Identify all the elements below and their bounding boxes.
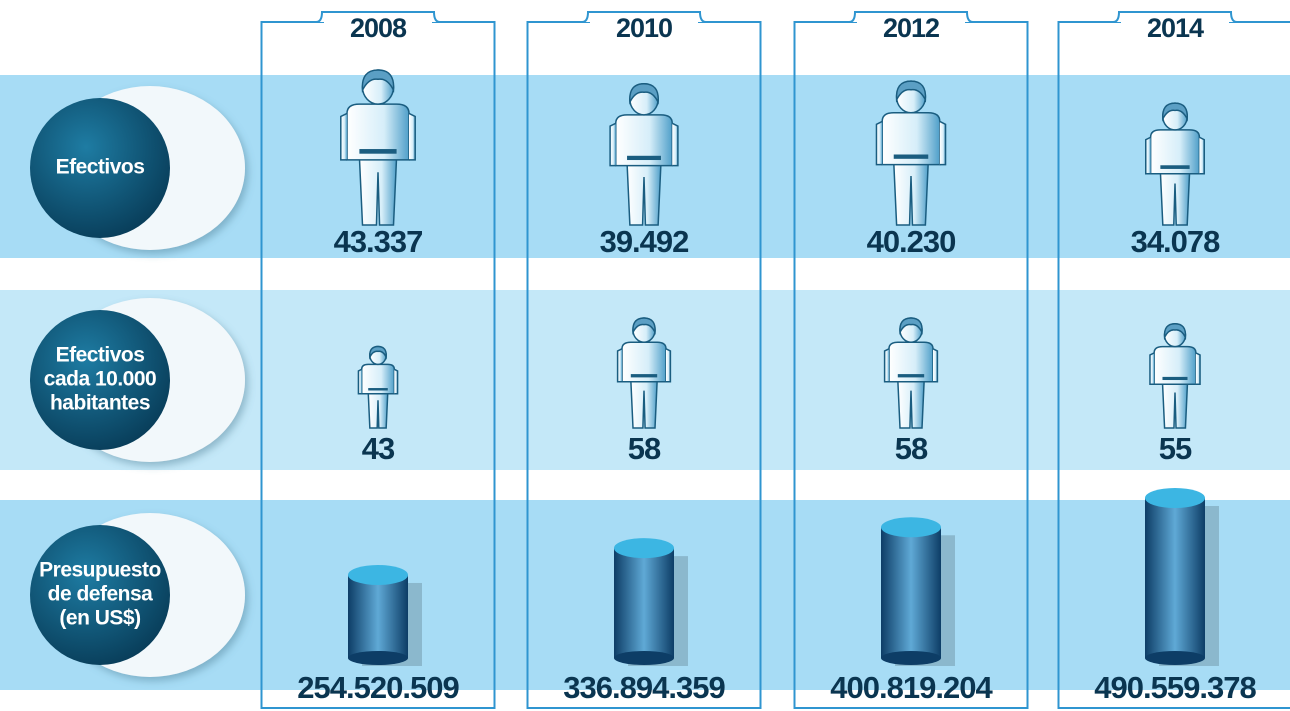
person-arm [341,113,347,159]
money-cylinder [614,538,688,666]
person-arm [394,369,397,393]
row-label: Presupuesto [39,559,161,582]
person-arm [1146,137,1151,174]
row-label: Efectivos [56,344,145,367]
row-label: (en US$) [59,607,140,630]
value-label: 43.337 [334,224,423,259]
person-leg [368,392,388,428]
person-arm [409,113,415,159]
person-belt [368,388,388,390]
person-arm [885,349,889,382]
cylinder-top [614,538,674,558]
value-label: 34.078 [1131,224,1221,259]
person-arm [1196,353,1200,384]
cylinder-body [614,548,674,658]
person-arm [666,349,670,382]
cylinder-bottom [614,651,674,665]
cylinder-top [348,565,408,585]
year-label: 2010 [616,13,672,43]
person-arm [358,369,361,393]
value-label: 58 [895,431,928,466]
row-label: de defensa [48,583,154,606]
value-label: 39.492 [600,224,689,259]
row-label: Efectivos [56,156,145,179]
infographic: 2008 2010 2012 2014 Efectivos 43.337 39.492 40.… [0,0,1290,711]
person-belt [627,156,661,160]
person-arm [618,349,622,382]
person-arm [933,349,937,382]
person-arm [1199,137,1204,174]
value-label: 55 [1159,431,1192,466]
person-belt [631,374,657,377]
cylinder-top [881,517,941,537]
value-label: 254.520.509 [297,670,459,705]
value-label: 336.894.359 [563,670,725,705]
year-label: 2014 [1147,13,1204,43]
money-cylinder [1145,488,1219,666]
cylinder-top [1145,488,1205,508]
cylinder-bottom [881,651,941,665]
cylinder-body [1145,498,1205,658]
person-belt [898,374,924,377]
cylinder-body [881,527,941,658]
person-belt [359,149,396,154]
person-arm [876,121,882,164]
person-arm [940,121,946,164]
cylinder-bottom [1145,651,1205,665]
value-label: 58 [628,431,661,466]
value-label: 43 [362,431,395,466]
cylinder-bottom [348,651,408,665]
year-label: 2008 [350,13,407,43]
money-cylinder [881,517,955,666]
cylinder-body [348,575,408,658]
year-label: 2012 [883,13,939,43]
person-belt [894,154,929,158]
value-label: 490.559.378 [1094,670,1256,705]
value-label: 40.230 [867,224,956,259]
person-belt [1162,377,1187,380]
row-label: cada 10.000 [44,368,156,391]
person-arm [1150,353,1154,384]
value-label: 400.819.204 [830,670,993,705]
person-belt [1160,165,1189,169]
person-arm [610,123,616,165]
row-label: habitantes [50,392,150,415]
person-arm [672,123,678,165]
